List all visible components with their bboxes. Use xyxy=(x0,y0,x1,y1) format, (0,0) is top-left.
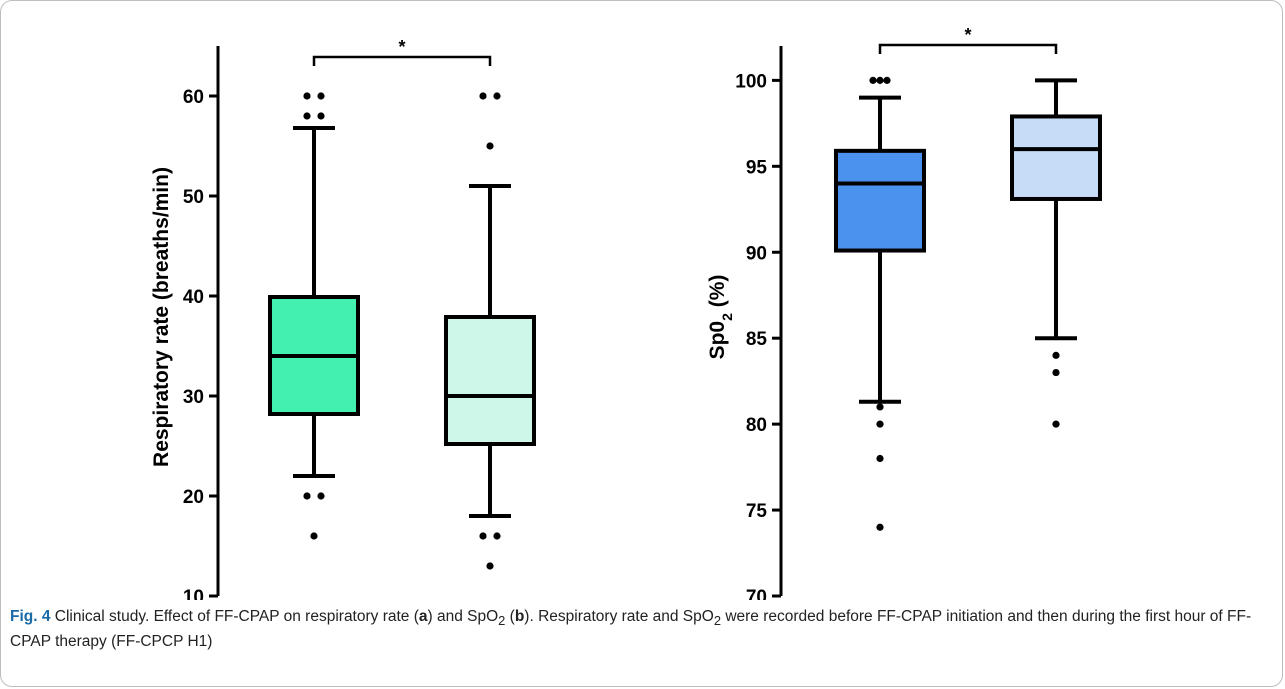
outlier-point xyxy=(876,454,884,463)
box-1 xyxy=(268,92,360,540)
outlier-point xyxy=(1052,351,1060,359)
y-tick-label: 90 xyxy=(746,243,767,264)
outlier-point xyxy=(479,92,487,100)
caption-text-4: ). Respiratory rate and SpO xyxy=(524,608,714,625)
y-tick-label: 80 xyxy=(746,415,767,436)
caption-text-1: Clinical study. Effect of FF-CPAP on res… xyxy=(50,608,419,625)
y-tick-label: 10 xyxy=(183,587,204,600)
outlier-point xyxy=(317,492,325,500)
y-tick-label: 30 xyxy=(183,387,204,408)
y-tick-label: 70 xyxy=(746,587,767,600)
caption-text-2: ) and SpO xyxy=(427,608,499,625)
iqr-box xyxy=(444,315,536,446)
outlier-point xyxy=(317,112,325,120)
iqr-box xyxy=(1010,114,1102,201)
significance-bracket xyxy=(312,55,492,66)
y-tick-label: 60 xyxy=(183,87,204,108)
box-2 xyxy=(444,92,536,570)
outlier-point xyxy=(869,76,877,84)
outlier-point xyxy=(493,532,501,540)
y-tick-label: 95 xyxy=(746,157,768,178)
y-axis-title: Sp02 (%) xyxy=(706,275,735,360)
y-tick-label: 100 xyxy=(735,71,767,92)
outlier-point xyxy=(303,112,311,120)
outlier-point xyxy=(310,532,318,540)
significance-label: * xyxy=(398,37,405,57)
figure-caption: Fig. 4 Clinical study. Effect of FF-CPAP… xyxy=(10,606,1272,652)
outlier-point xyxy=(317,92,325,100)
outlier-point xyxy=(493,92,501,100)
outlier-point xyxy=(486,142,494,150)
caption-text-5: were recorded before FF-CPAP initiation … xyxy=(10,608,1252,651)
y-tick-label: 40 xyxy=(183,287,204,308)
figure-charts: 10 20 30 40 50 60 Respiratory rate (breaths/mi… xyxy=(150,25,1102,600)
outlier-point xyxy=(883,76,891,84)
y-tick-label: 50 xyxy=(183,187,204,208)
box-1 xyxy=(834,76,926,531)
outlier-point xyxy=(1052,420,1060,428)
outlier-point xyxy=(303,92,311,100)
outlier-point xyxy=(876,76,884,84)
caption-panel-b: b xyxy=(514,608,525,625)
significance-bracket xyxy=(878,43,1058,54)
y-tick-label: 75 xyxy=(746,501,768,522)
chart-panel-a: 10 20 30 40 50 60 Respiratory rate (breaths/mi… xyxy=(150,37,536,600)
outlier-point xyxy=(486,562,494,570)
outlier-point xyxy=(876,420,884,428)
significance-label: * xyxy=(964,25,971,45)
outlier-point xyxy=(303,492,311,500)
outlier-point xyxy=(1052,368,1060,377)
y-tick-label: 20 xyxy=(183,487,204,508)
caption-figure-label: Fig. 4 xyxy=(10,608,51,625)
y-axis-title: Respiratory rate (breaths/min) xyxy=(150,167,173,467)
outlier-point xyxy=(876,403,884,411)
iqr-box xyxy=(834,148,926,253)
caption-panel-a: a xyxy=(418,608,428,625)
caption-sub-1: 2 xyxy=(498,613,506,629)
outlier-point xyxy=(876,523,884,531)
caption-sub-2: 2 xyxy=(713,613,722,629)
caption-text-3: ( xyxy=(505,608,515,625)
box-2 xyxy=(1010,78,1102,428)
y-tick-label: 85 xyxy=(746,329,768,350)
outlier-point xyxy=(479,532,487,540)
